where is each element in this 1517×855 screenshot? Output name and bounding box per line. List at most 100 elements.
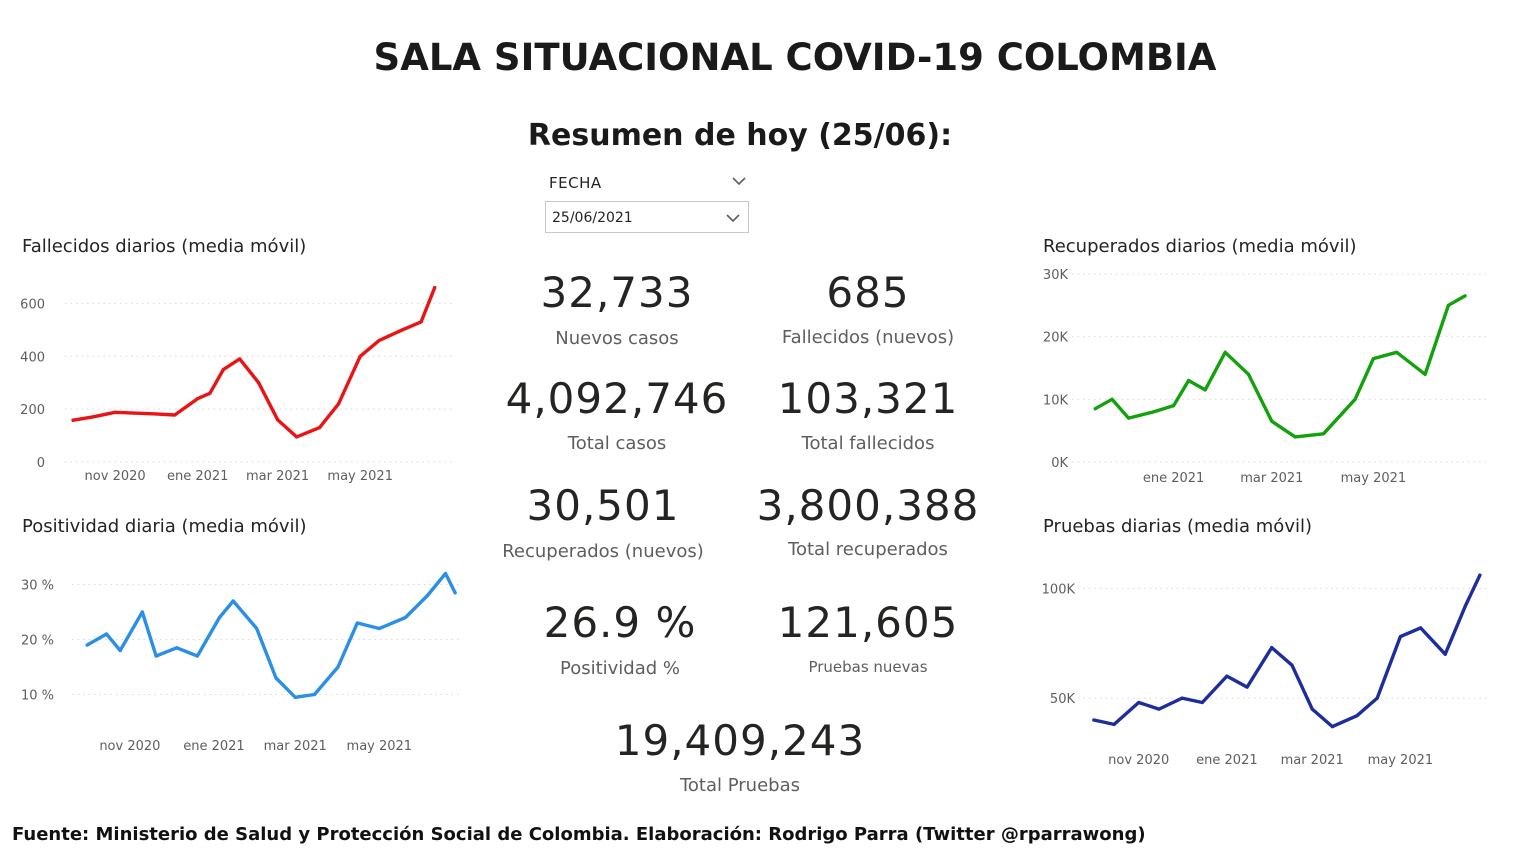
data-point	[1223, 350, 1227, 354]
data-point	[104, 632, 109, 636]
positividad-line-chart: 10 % 20 % 30 % nov 2020 ene 2021 mar 2021 may …	[21, 571, 462, 754]
data-point	[1245, 685, 1249, 689]
chart-title-fallecidos: Fallecidos diarios (media móvil)	[22, 236, 307, 257]
x-tick-label: ene 2021	[183, 739, 244, 754]
y-tick-label: 50K	[1050, 692, 1076, 707]
y-tick-label: 30 %	[21, 579, 54, 594]
series-line	[1093, 294, 1467, 439]
data-point	[1321, 432, 1326, 436]
data-point	[1137, 700, 1141, 705]
date-slicer-label: FECHA	[549, 174, 602, 192]
kpi-total-casos-label: Total casos	[567, 433, 667, 454]
y-tick-label: 0K	[1051, 456, 1068, 471]
recuperados-line-chart: 0K 10K 20K 30K ene 2021 mar 2021 may 2021	[1043, 268, 1490, 486]
data-point	[208, 391, 212, 395]
source-footer: Fuente: Ministerio de Salud y Protección…	[12, 824, 1146, 845]
data-point	[1293, 435, 1297, 439]
y-tick-label: 20K	[1043, 331, 1069, 346]
data-point	[132, 411, 136, 415]
x-tick-label: nov 2020	[1108, 753, 1169, 768]
data-point	[1446, 303, 1450, 307]
kpi-positividad-label: Positividad %	[559, 658, 681, 679]
data-point	[1186, 378, 1191, 383]
page-title: SALA SITUACIONAL COVID-19 COLOMBIA	[373, 36, 1217, 79]
series-line	[85, 571, 457, 700]
data-point	[403, 615, 408, 620]
kpi-pruebas-nuevas-label: Pruebas nuevas	[808, 658, 928, 676]
data-point	[154, 654, 158, 658]
data-point	[1463, 604, 1468, 608]
data-point	[1395, 350, 1399, 354]
data-point	[1180, 696, 1184, 700]
x-tick-label: mar 2021	[1281, 753, 1344, 768]
data-point	[1157, 707, 1161, 711]
data-point	[1110, 397, 1114, 401]
series-line	[1092, 573, 1482, 729]
data-point	[294, 435, 299, 439]
data-point	[255, 626, 259, 631]
data-point	[425, 593, 430, 598]
data-point	[1246, 372, 1251, 376]
data-point	[317, 426, 322, 430]
data-point	[1353, 397, 1357, 401]
x-tick-label: may 2021	[347, 739, 413, 754]
data-point	[293, 695, 297, 699]
data-point	[312, 692, 317, 697]
chart-title-pruebas: Pruebas diarias (media móvil)	[1043, 516, 1312, 537]
y-tick-label: 30K	[1043, 268, 1069, 283]
data-point	[276, 418, 280, 422]
date-slicer-dropdown[interactable]: 25/06/2021	[545, 201, 749, 233]
kpi-total-fallecidos-value: 103,321	[777, 374, 959, 423]
x-tick-label: ene 2021	[1196, 753, 1257, 768]
series-line	[71, 285, 437, 439]
fallecidos-line-chart: 0 200 400 600 nov 2020 ene 2021 mar 2021 may 20…	[20, 285, 455, 484]
kpi-positividad-value: 26.9 %	[543, 598, 697, 647]
y-tick-label: 20 %	[21, 634, 54, 649]
data-point	[85, 643, 89, 647]
data-point	[1171, 404, 1176, 408]
kpi-total-recuperados-value: 3,800,388	[756, 481, 980, 530]
data-point	[433, 285, 437, 290]
data-point	[1478, 573, 1482, 577]
data-point	[1463, 294, 1467, 298]
data-point	[1355, 714, 1359, 718]
kpi-total-pruebas-label: Total Pruebas	[679, 775, 800, 796]
data-point	[377, 626, 381, 631]
data-point	[453, 591, 457, 595]
kpi-total-fallecidos-label: Total fallecidos	[801, 433, 935, 454]
data-point	[336, 402, 341, 406]
kpi-recuperados-nuevos-label: Recuperados (nuevos)	[502, 541, 704, 562]
data-point	[1127, 416, 1131, 420]
data-point	[195, 654, 200, 658]
kpi-pruebas-nuevas-value: 121,605	[777, 598, 959, 647]
kpi-fallecidos-nuevos-value: 685	[826, 268, 910, 317]
data-point	[238, 357, 242, 361]
date-slicer-value: 25/06/2021	[552, 210, 633, 226]
data-point	[419, 320, 423, 324]
x-tick-label: mar 2021	[264, 739, 327, 754]
data-point	[358, 354, 362, 358]
data-point	[1371, 357, 1376, 361]
pruebas-line-chart: 50K 100K nov 2020 ene 2021 mar 2021 may 2021	[1042, 573, 1490, 768]
data-point	[355, 621, 359, 625]
data-point	[1152, 410, 1156, 414]
data-point	[1443, 652, 1447, 656]
data-point	[1290, 663, 1294, 667]
y-tick-label: 100K	[1042, 582, 1076, 597]
data-point	[257, 381, 261, 385]
x-tick-label: mar 2021	[246, 469, 309, 484]
y-tick-label: 10 %	[21, 689, 54, 704]
data-point	[1203, 388, 1207, 392]
x-tick-label: ene 2021	[1143, 471, 1204, 486]
data-point	[400, 328, 404, 332]
kpi-nuevos-casos-value: 32,733	[540, 268, 694, 317]
data-point	[1092, 718, 1096, 722]
kpi-nuevos-casos-label: Nuevos casos	[555, 328, 679, 349]
chevron-down-icon[interactable]	[730, 172, 748, 190]
x-tick-label: may 2021	[1341, 471, 1407, 486]
data-point	[173, 413, 177, 417]
data-point	[140, 610, 144, 614]
kpi-total-recuperados-label: Total recuperados	[788, 539, 948, 560]
data-point	[1225, 674, 1229, 678]
data-point	[1310, 707, 1314, 711]
